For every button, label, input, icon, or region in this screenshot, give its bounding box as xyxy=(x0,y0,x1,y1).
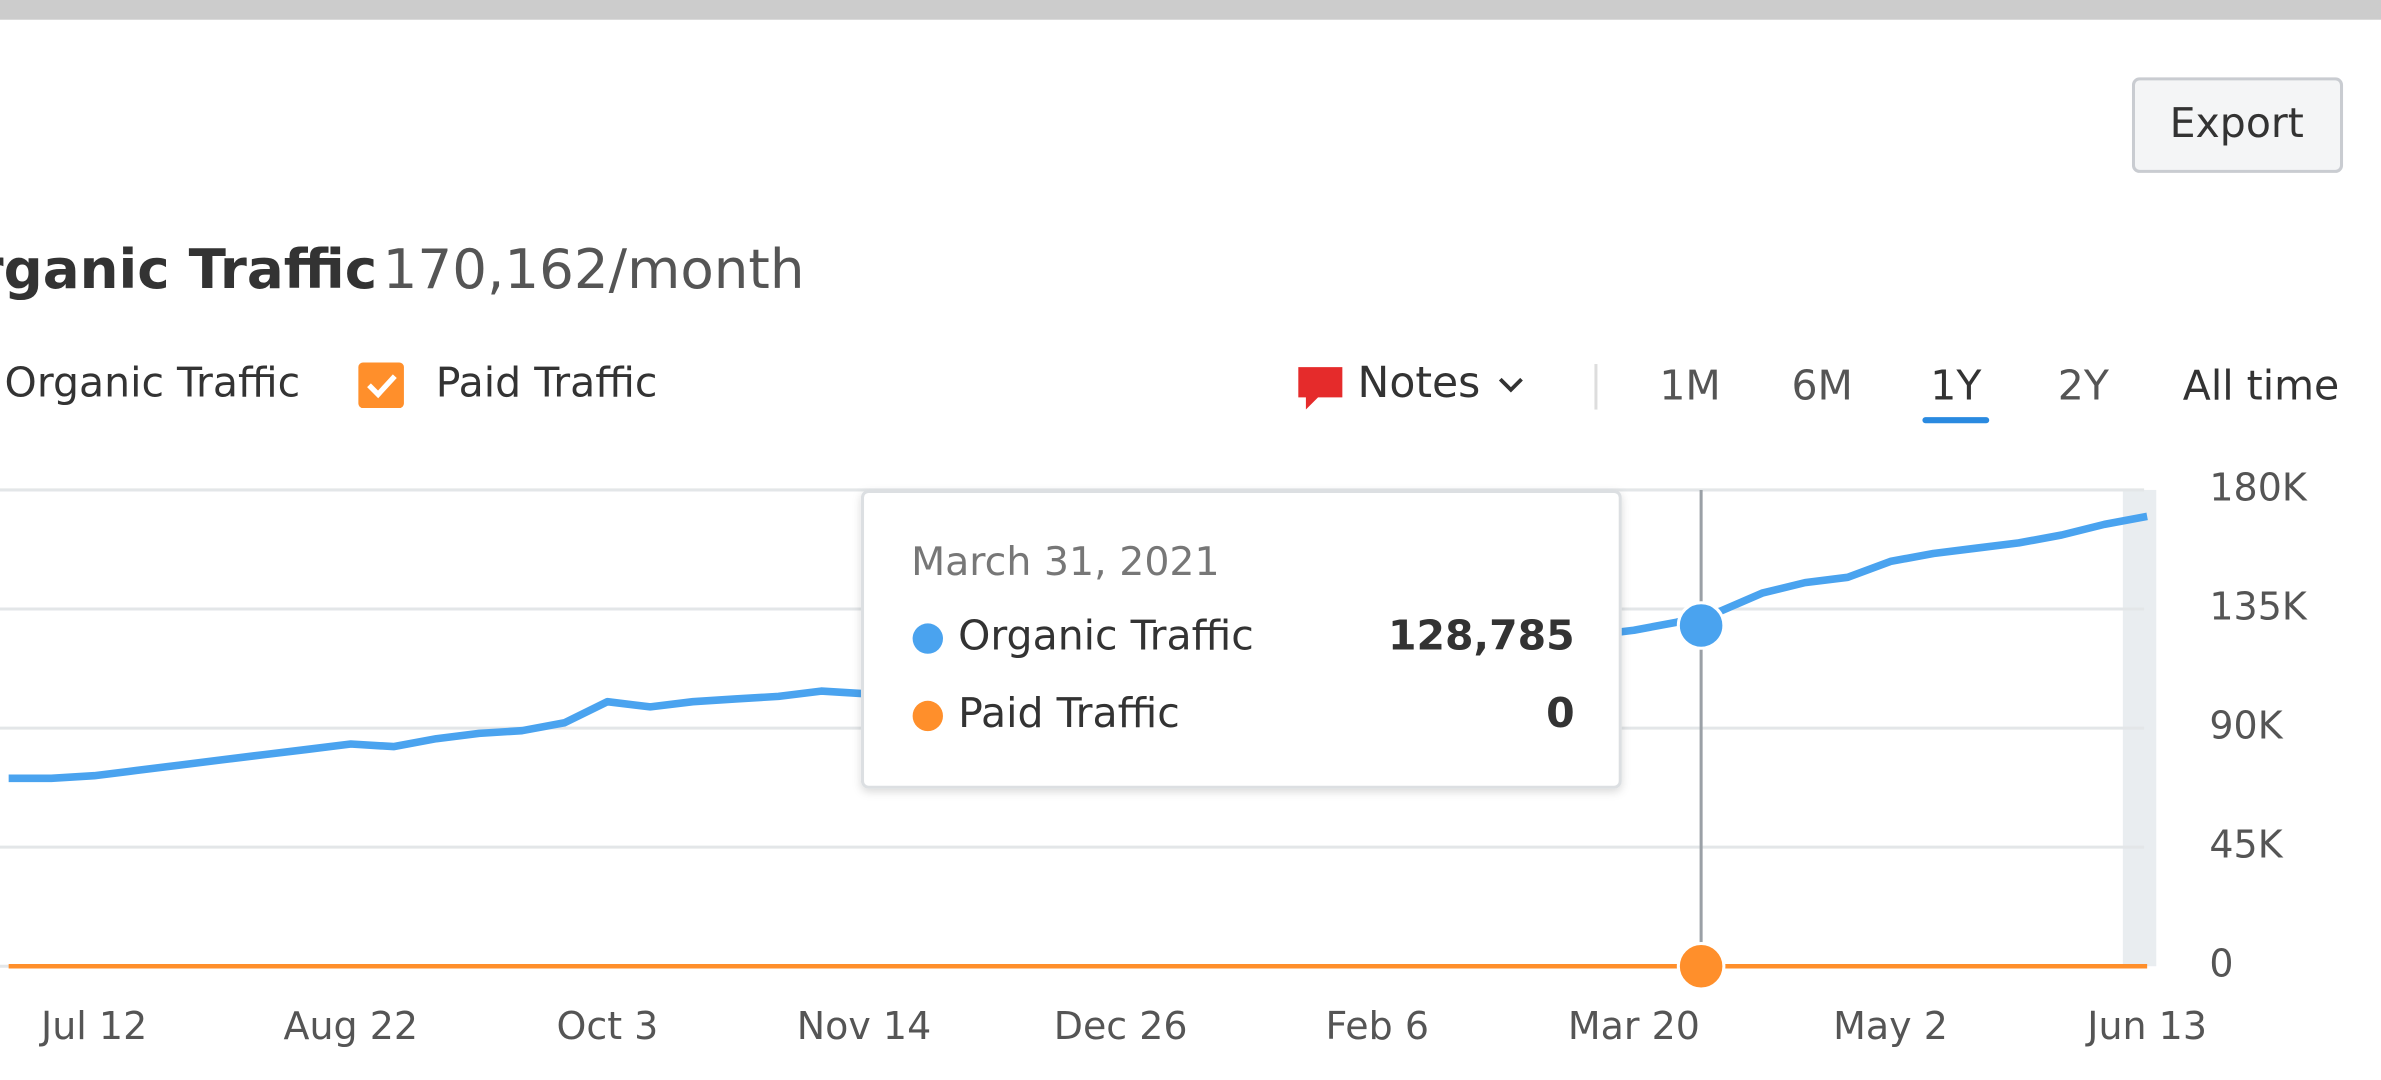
range-button[interactable]: 1M xyxy=(1659,361,1720,409)
tooltip-swatch xyxy=(912,700,943,732)
y-tick-label: 180K xyxy=(2209,465,2307,509)
range-button[interactable]: All time xyxy=(2183,361,2339,409)
y-tick-label: 90K xyxy=(2209,704,2283,748)
notes-icon[interactable] xyxy=(1298,367,1343,410)
tooltip: March 31, 2021 Organic Traffic 128,785 Paid… xyxy=(860,489,1622,789)
y-tick-label: 0 xyxy=(2209,942,2233,986)
export-button-box[interactable] xyxy=(2131,77,2344,173)
range-button[interactable]: 1Y xyxy=(1930,361,1982,409)
notes-button[interactable]: Notes xyxy=(1358,359,1481,408)
range-underline xyxy=(1922,417,1990,424)
legend-label[interactable]: Organic Traffic xyxy=(5,358,301,406)
tooltip-swatch xyxy=(912,623,943,654)
y-tick-label: 45K xyxy=(2209,823,2283,867)
chart-subtitle: 170,162/month xyxy=(383,237,805,301)
x-tick-label: Oct 3 xyxy=(556,1004,658,1048)
top-bar xyxy=(0,0,2381,20)
x-tick-label: Dec 26 xyxy=(1054,1004,1188,1048)
x-tick-label: Aug 22 xyxy=(284,1004,418,1048)
x-tick-label: Jul 12 xyxy=(39,1004,147,1048)
x-tick-label: Nov 14 xyxy=(797,1004,931,1048)
hover-dot xyxy=(1676,601,1726,650)
x-tick-label: Jun 13 xyxy=(2085,1004,2207,1048)
tooltip-series: Paid Traffic xyxy=(958,689,1180,737)
tooltip-value: 128,785 xyxy=(1388,612,1575,660)
range-button[interactable]: 6M xyxy=(1791,361,1852,409)
x-tick-label: May 2 xyxy=(1833,1004,1948,1048)
x-tick-label: Feb 6 xyxy=(1326,1004,1429,1048)
tooltip-value: 0 xyxy=(1546,689,1575,737)
tooltip-series: Organic Traffic xyxy=(958,612,1254,660)
tooltip-box xyxy=(860,489,1622,789)
export-label[interactable]: Export xyxy=(2170,99,2304,147)
checkbox[interactable] xyxy=(358,362,404,409)
checkmark xyxy=(367,374,397,399)
hover-dot xyxy=(1676,941,1726,991)
range-button[interactable]: 2Y xyxy=(2058,361,2110,409)
chevron[interactable] xyxy=(1498,377,1523,393)
x-tick-label: Mar 20 xyxy=(1568,1004,1700,1048)
y-tick-label: 135K xyxy=(2209,585,2307,629)
tooltip-title: March 31, 2021 xyxy=(911,539,1220,585)
legend-label[interactable]: Paid Traffic xyxy=(436,358,658,406)
export-button[interactable]: Export xyxy=(2131,77,2344,173)
legend-checkbox[interactable] xyxy=(358,362,404,409)
chart-title: Organic Traffic xyxy=(0,237,377,301)
